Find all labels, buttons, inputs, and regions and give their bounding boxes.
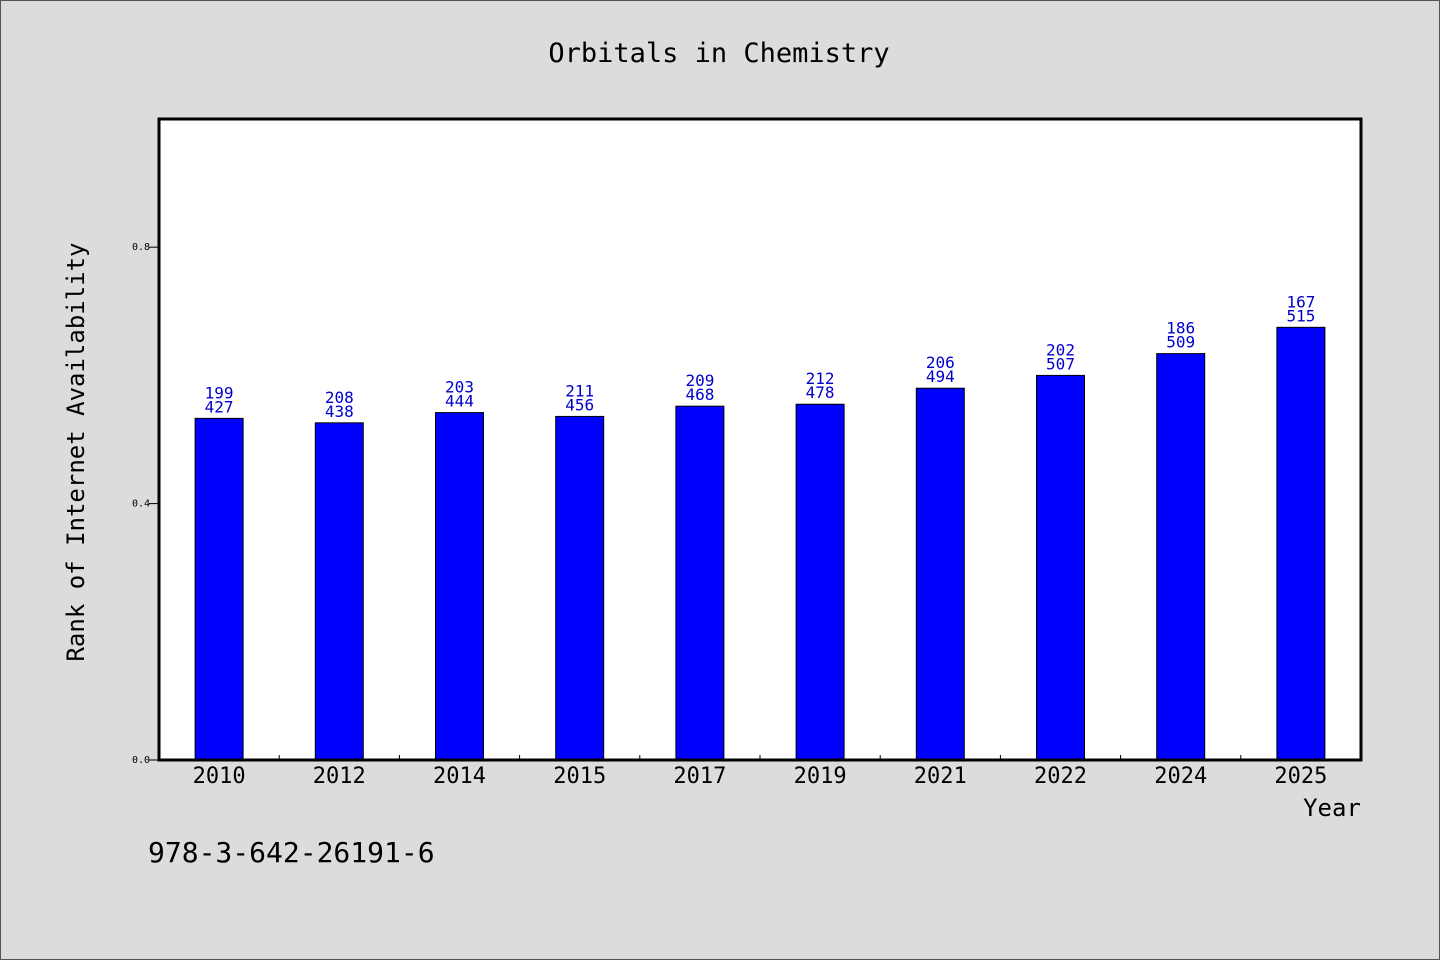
bar-2019 <box>795 403 845 761</box>
bar-2025 <box>1276 326 1326 761</box>
x-tick-label-2025: 2025 <box>1274 764 1327 789</box>
data-label-top-2024: 186 <box>1166 319 1195 338</box>
data-label-bottom-2021: 494 <box>926 367 955 386</box>
bar-2022 <box>1036 374 1085 761</box>
x-tick-label-2017: 2017 <box>673 764 726 789</box>
bar-2015 <box>555 415 605 761</box>
x-tick-label-2012: 2012 <box>313 764 366 789</box>
data-label-top-2025: 167 <box>1286 292 1315 311</box>
data-label-bottom-2024: 509 <box>1166 333 1195 352</box>
y-tick-label-1: 0.4 <box>132 499 150 510</box>
data-label-bottom-2022: 507 <box>1046 354 1075 373</box>
data-label-top-2015: 211 <box>565 381 594 400</box>
x-tick-label-2022: 2022 <box>1034 764 1087 789</box>
x-tick-label-2010: 2010 <box>193 764 246 789</box>
bar-2021 <box>915 387 965 761</box>
bar-2012 <box>314 422 364 761</box>
data-label-bottom-2010: 427 <box>205 397 234 416</box>
data-label-bottom-2012: 438 <box>325 402 354 421</box>
data-label-top-2014: 203 <box>445 378 474 397</box>
bar-2010 <box>194 417 244 761</box>
footer-isbn: 978-3-642-26191-6 <box>148 836 435 869</box>
data-label-top-2010: 199 <box>205 383 234 402</box>
data-label-bottom-2014: 444 <box>445 392 474 411</box>
data-label-top-2019: 212 <box>806 369 835 388</box>
x-tick-label-2024: 2024 <box>1154 764 1207 789</box>
data-label-top-2012: 208 <box>325 388 354 407</box>
chart-title: Orbitals in Chemistry <box>548 38 889 69</box>
bar-2024 <box>1156 353 1206 761</box>
y-axis-title: Rank of Internet Availability <box>62 242 90 661</box>
data-label-top-2022: 202 <box>1046 340 1075 359</box>
data-label-bottom-2015: 456 <box>565 395 594 414</box>
plot-border <box>157 117 1363 762</box>
y-tick-label-0: 0.0 <box>132 755 150 766</box>
bars-group <box>194 326 1326 761</box>
x-tick-label-2015: 2015 <box>553 764 606 789</box>
data-label-top-2017: 209 <box>685 371 714 390</box>
data-label-bottom-2019: 478 <box>806 383 835 402</box>
x-tick-label-2021: 2021 <box>914 764 967 789</box>
data-label-bottom-2025: 515 <box>1286 306 1315 325</box>
data-label-bottom-2017: 468 <box>685 385 714 404</box>
data-label-top-2021: 206 <box>926 353 955 372</box>
x-tick-label-2019: 2019 <box>794 764 847 789</box>
bar-2017 <box>675 405 725 761</box>
y-tick-label-2: 0.8 <box>132 242 150 253</box>
x-axis-title: Year <box>1303 794 1361 822</box>
x-tick-label-2014: 2014 <box>433 764 486 789</box>
bar-2014 <box>435 412 484 761</box>
ticks-group <box>149 246 1242 761</box>
